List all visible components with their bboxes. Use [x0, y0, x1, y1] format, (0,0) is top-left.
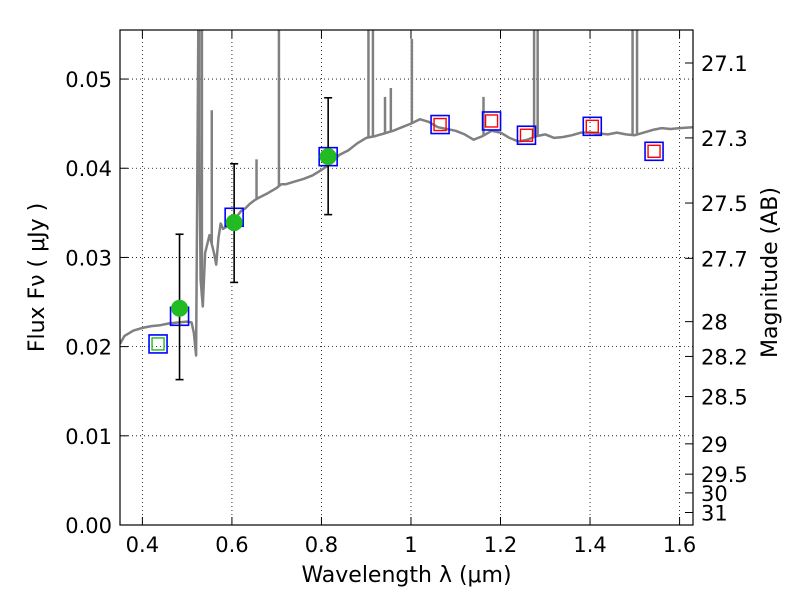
y-tick-label: 0.04 [65, 157, 112, 181]
observed-red-square-marker [433, 117, 447, 132]
model-square-marker [582, 116, 603, 137]
sed-line [120, 30, 693, 357]
plot-data [120, 30, 693, 381]
y-tick-label: 0.03 [65, 246, 112, 270]
mag-tick-label: 28 [701, 311, 728, 335]
observed-red-square-marker [519, 128, 534, 142]
mag-tick-label: 27.3 [701, 127, 748, 151]
mag-tick-label: 27.7 [701, 247, 748, 271]
mag-tick-label: 29 [701, 433, 728, 457]
model-square-marker [481, 111, 502, 131]
plot-frame [119, 29, 694, 526]
y-axis-label-right: Magnitude (AB) [758, 187, 783, 358]
observed-red-square-marker [585, 119, 599, 134]
x-tick-label: 1 [404, 533, 417, 557]
model-square-marker [516, 125, 537, 146]
model-square-marker [148, 334, 168, 354]
y-axis-label: Flux Fν ( μJy ) [25, 203, 50, 352]
y-tick-label: 0.00 [65, 514, 112, 538]
observed-green-point [171, 299, 189, 317]
x-tick-label: 1.4 [573, 533, 606, 557]
x-tick-label: 1.6 [663, 533, 696, 557]
mag-tick-label: 27.1 [701, 52, 748, 76]
y-tick-label: 0.05 [65, 68, 112, 92]
x-tick-label: 0.8 [305, 533, 338, 557]
observed-red-square-marker [484, 114, 499, 128]
mag-tick-label: 27.5 [701, 192, 748, 216]
mag-tick-label: 28.5 [701, 386, 748, 410]
mag-tick-label: 29.5 [701, 463, 748, 487]
model-square-marker [430, 114, 450, 135]
mag-tick-label: 28.2 [701, 345, 748, 369]
model-square-marker [644, 141, 664, 162]
y-tick-label: 0.02 [65, 336, 112, 360]
y-tick-label: 0.01 [65, 425, 112, 449]
green-square-marker [151, 337, 165, 351]
x-tick-label: 1.2 [484, 533, 517, 557]
x-tick-label: 0.4 [126, 533, 159, 557]
observed-green-point [225, 214, 243, 232]
x-axis-label: Wavelength λ (μm) [301, 563, 511, 588]
mag-tick-label: 31 [701, 502, 728, 526]
observed-red-square-marker [647, 144, 661, 158]
observed-green-point [319, 148, 337, 166]
x-tick-label: 0.6 [215, 533, 248, 557]
mag-tick-label: 30 [701, 482, 728, 506]
